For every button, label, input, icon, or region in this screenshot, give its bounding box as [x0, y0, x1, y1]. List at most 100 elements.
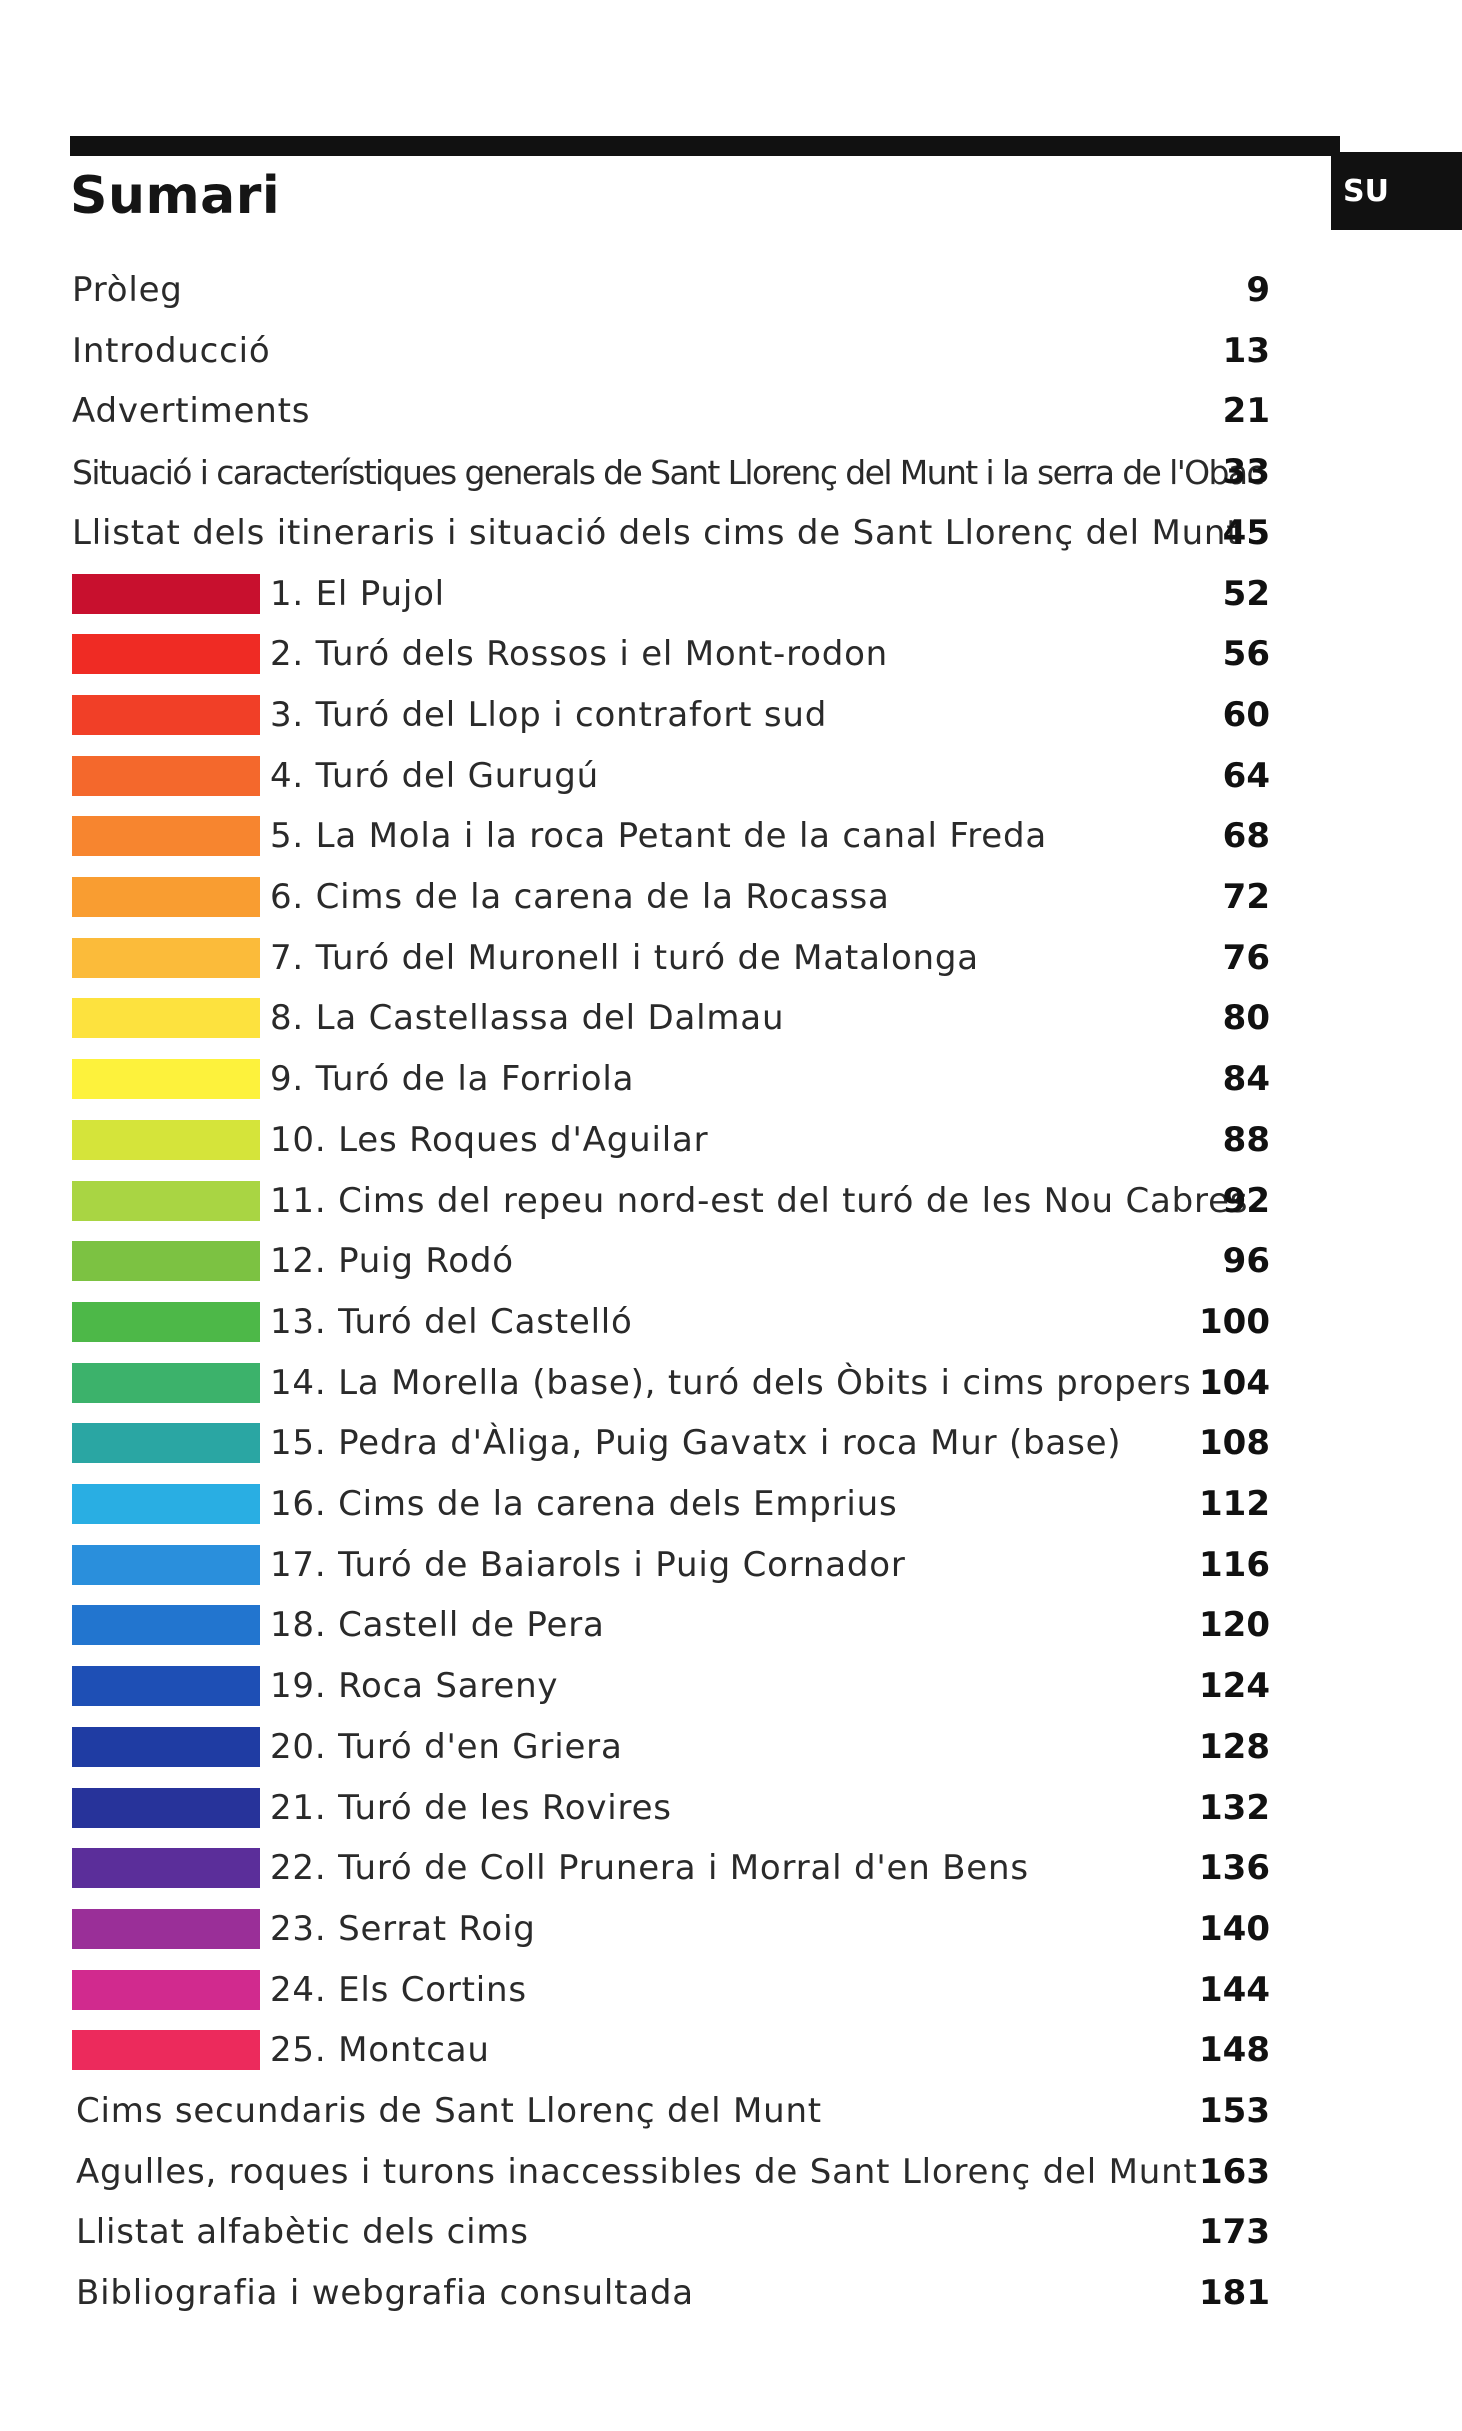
toc-entry-title: 18. Castell de Pera — [270, 1605, 605, 1645]
toc-entry: Agulles, roques i turons inaccessibles d… — [0, 2142, 1462, 2202]
toc-entry-title: 8. La Castellassa del Dalmau — [270, 998, 785, 1038]
toc-route-entry: 15. Pedra d'Àliga, Puig Gavatx i roca Mu… — [0, 1413, 1462, 1473]
route-color-swatch — [72, 695, 260, 735]
route-color-swatch — [72, 756, 260, 796]
toc-entry-page-number: 80 — [1222, 998, 1270, 1038]
toc-route-entry: 7. Turó del Muronell i turó de Matalonga… — [0, 928, 1462, 988]
toc-entry-title: Agulles, roques i turons inaccessibles d… — [76, 2152, 1198, 2192]
route-color-swatch — [72, 998, 260, 1038]
toc-entry-title: Pròleg — [72, 270, 183, 310]
toc-entry-page-number: 148 — [1199, 2030, 1270, 2070]
page-title: Sumari — [70, 166, 281, 226]
toc-entry-page-number: 84 — [1222, 1059, 1270, 1099]
toc-route-entry: 2. Turó dels Rossos i el Mont-rodon 56 — [0, 624, 1462, 684]
toc-entry-title: 5. La Mola i la roca Petant de la canal … — [270, 816, 1048, 856]
toc-entry-page-number: 140 — [1199, 1909, 1270, 1949]
toc-entry-page-number: 120 — [1199, 1605, 1270, 1645]
toc-entry: Introducció 13 — [0, 321, 1462, 381]
toc-entry-page-number: 9 — [1246, 270, 1270, 310]
toc-entry-title: 20. Turó d'en Griera — [270, 1727, 623, 1767]
toc-route-entry: 22. Turó de Coll Prunera i Morral d'en B… — [0, 1838, 1462, 1898]
route-color-swatch — [72, 574, 260, 614]
toc-entry-page-number: 76 — [1222, 938, 1270, 978]
toc-route-entry: 16. Cims de la carena dels Emprius 112 — [0, 1474, 1462, 1534]
toc-entry-page-number: 136 — [1199, 1848, 1270, 1888]
toc-route-entry: 18. Castell de Pera 120 — [0, 1595, 1462, 1655]
route-color-swatch — [72, 1363, 260, 1403]
toc-entry-title: 6. Cims de la carena de la Rocassa — [270, 877, 890, 917]
toc-entry-title: 14. La Morella (base), turó dels Òbits i… — [270, 1363, 1192, 1403]
toc-entry-title: Situació i característiques generals de … — [72, 453, 1265, 492]
toc-entry-title: Llistat alfabètic dels cims — [76, 2212, 529, 2252]
toc-entry-page-number: 144 — [1199, 1970, 1270, 2010]
route-color-swatch — [72, 1059, 260, 1099]
route-color-swatch — [72, 1909, 260, 1949]
toc-entry-title: 4. Turó del Gurugú — [270, 756, 599, 796]
toc-entry-page-number: 33 — [1222, 452, 1270, 492]
toc-entry-page-number: 116 — [1199, 1545, 1270, 1585]
route-color-swatch — [72, 1120, 260, 1160]
toc-route-entry: 10. Les Roques d'Aguilar 88 — [0, 1110, 1462, 1170]
toc-route-entry: 23. Serrat Roig 140 — [0, 1899, 1462, 1959]
toc-entry-page-number: 163 — [1199, 2152, 1270, 2192]
toc-entry-title: 15. Pedra d'Àliga, Puig Gavatx i roca Mu… — [270, 1423, 1122, 1463]
route-color-swatch — [72, 938, 260, 978]
toc-entry-title: Cims secundaris de Sant Llorenç del Munt — [76, 2091, 822, 2131]
toc-route-entry: 9. Turó de la Forriola 84 — [0, 1049, 1462, 1109]
route-color-swatch — [72, 1605, 260, 1645]
toc-entry-page-number: 112 — [1199, 1484, 1270, 1524]
route-color-swatch — [72, 1970, 260, 2010]
route-color-swatch — [72, 877, 260, 917]
toc-entry-page-number: 92 — [1222, 1181, 1270, 1221]
toc-route-entry: 19. Roca Sareny 124 — [0, 1656, 1462, 1716]
toc-entry-page-number: 104 — [1199, 1363, 1270, 1403]
toc-entry-title: 1. El Pujol — [270, 574, 445, 614]
toc-entry-page-number: 52 — [1222, 574, 1270, 614]
toc-entry-title: 3. Turó del Llop i contrafort sud — [270, 695, 828, 735]
route-color-swatch — [72, 1302, 260, 1342]
section-tab: SU — [1331, 152, 1462, 230]
toc-entry-page-number: 68 — [1222, 816, 1270, 856]
toc-entry-page-number: 128 — [1199, 1727, 1270, 1767]
toc-entry-page-number: 13 — [1222, 331, 1270, 371]
toc-route-entry: 21. Turó de les Rovires 132 — [0, 1778, 1462, 1838]
toc-entry-title: 21. Turó de les Rovires — [270, 1788, 672, 1828]
toc-route-entry: 1. El Pujol 52 — [0, 564, 1462, 624]
toc-route-entry: 20. Turó d'en Griera 128 — [0, 1717, 1462, 1777]
toc-entry: Llistat alfabètic dels cims 173 — [0, 2202, 1462, 2262]
toc-route-entry: 12. Puig Rodó 96 — [0, 1231, 1462, 1291]
toc-entry-title: 16. Cims de la carena dels Emprius — [270, 1484, 898, 1524]
route-color-swatch — [72, 816, 260, 856]
toc-entry: Pròleg 9 — [0, 260, 1462, 320]
route-color-swatch — [72, 1666, 260, 1706]
toc-entry-title: Bibliografia i webgrafia consultada — [76, 2273, 694, 2313]
toc-entry-title: 24. Els Cortins — [270, 1970, 527, 2010]
route-color-swatch — [72, 1727, 260, 1767]
toc-entry-page-number: 45 — [1222, 513, 1270, 553]
toc-route-entry: 25. Montcau 148 — [0, 2020, 1462, 2080]
toc-route-entry: 5. La Mola i la roca Petant de la canal … — [0, 806, 1462, 866]
toc-entry-page-number: 153 — [1199, 2091, 1270, 2131]
route-color-swatch — [72, 1545, 260, 1585]
toc-entry-title: 22. Turó de Coll Prunera i Morral d'en B… — [270, 1848, 1029, 1888]
toc-route-entry: 8. La Castellassa del Dalmau 80 — [0, 988, 1462, 1048]
route-color-swatch — [72, 2030, 260, 2070]
toc-entry: Advertiments 21 — [0, 381, 1462, 441]
toc-route-entry: 24. Els Cortins 144 — [0, 1960, 1462, 2020]
toc-entry: Llistat dels itineraris i situació dels … — [0, 503, 1462, 563]
toc-entry-page-number: 72 — [1222, 877, 1270, 917]
toc-route-entry: 17. Turó de Baiarols i Puig Cornador 116 — [0, 1535, 1462, 1595]
toc-entry-title: 9. Turó de la Forriola — [270, 1059, 635, 1099]
toc-entry-page-number: 56 — [1222, 634, 1270, 674]
route-color-swatch — [72, 1241, 260, 1281]
toc-entry-page-number: 100 — [1199, 1302, 1270, 1342]
toc-entry-page-number: 21 — [1222, 391, 1270, 431]
toc-entry-page-number: 181 — [1199, 2273, 1270, 2313]
toc-route-entry: 11. Cims del repeu nord-est del turó de … — [0, 1171, 1462, 1231]
toc-entry: Bibliografia i webgrafia consultada 181 — [0, 2263, 1462, 2323]
toc-route-entry: 4. Turó del Gurugú 64 — [0, 746, 1462, 806]
toc-entry-page-number: 173 — [1199, 2212, 1270, 2252]
toc-entry-page-number: 124 — [1199, 1666, 1270, 1706]
toc-entry-page-number: 60 — [1222, 695, 1270, 735]
toc-entry-title: 25. Montcau — [270, 2030, 490, 2070]
